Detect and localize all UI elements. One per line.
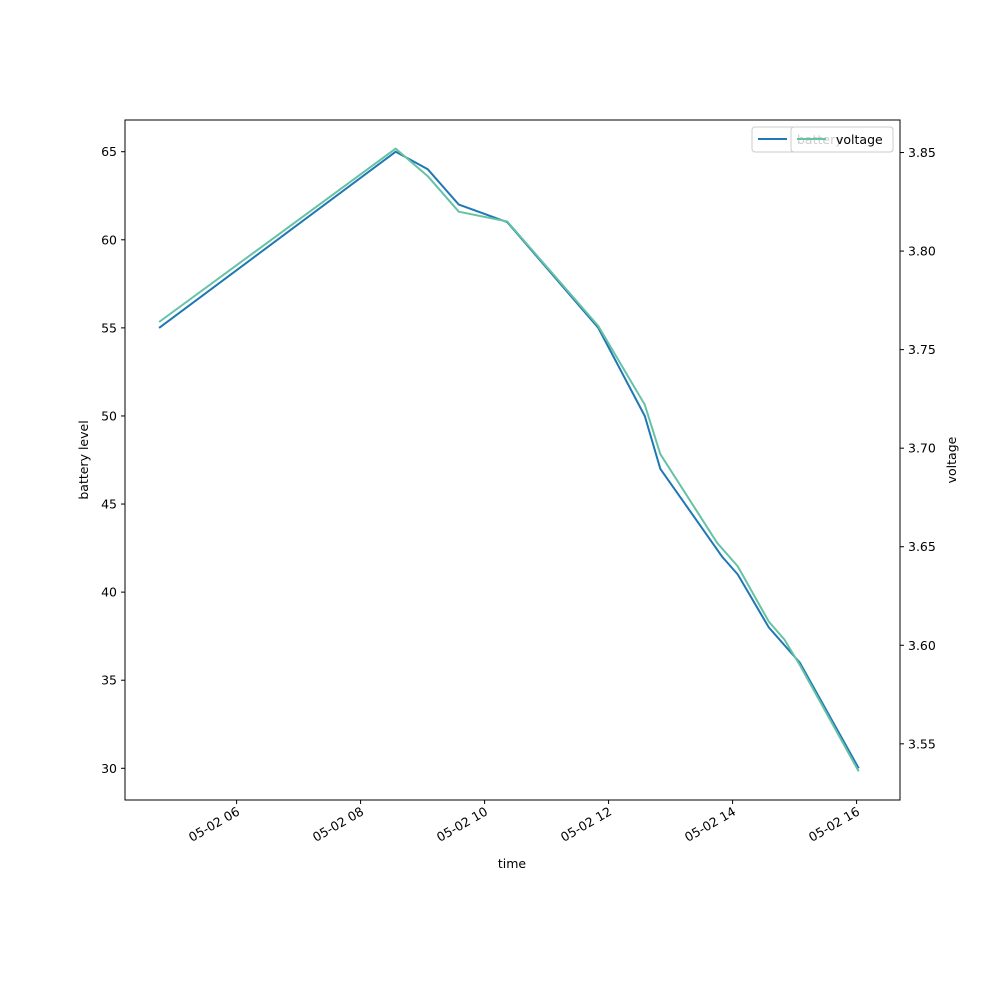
legend-layer: batteryvoltage bbox=[751, 126, 894, 153]
series-layer bbox=[158, 147, 860, 772]
legend-right-axis: voltage bbox=[790, 126, 894, 153]
left-y-tick-label: 60 bbox=[101, 232, 117, 247]
right-y-tick-label: 3.65 bbox=[908, 539, 936, 554]
left-y-tick-label: 30 bbox=[101, 761, 117, 776]
right-y-axis-label: voltage bbox=[944, 436, 959, 483]
x-axis-label: time bbox=[498, 856, 527, 871]
right-y-tick-label: 3.80 bbox=[908, 244, 936, 259]
left-y-tick-label: 65 bbox=[101, 144, 117, 159]
left-y-tick-label: 35 bbox=[101, 673, 117, 688]
right-y-tick-label: 3.60 bbox=[908, 638, 936, 653]
left-y-axis-label: battery level bbox=[76, 420, 91, 499]
left-y-tick-label: 40 bbox=[101, 585, 117, 600]
right-y-tick-label: 3.75 bbox=[908, 342, 936, 357]
legend-box bbox=[790, 126, 894, 153]
right-y-axis: 3.55 3.60 3.65 3.70 3.75 3.80 3.85 bbox=[900, 145, 936, 751]
right-y-tick-label: 3.85 bbox=[908, 145, 936, 160]
plot-frame bbox=[124, 119, 901, 801]
left-y-axis: 30 35 40 45 50 55 60 65 bbox=[101, 144, 125, 776]
series-line-voltage bbox=[158, 147, 860, 772]
right-y-tick-label: 3.55 bbox=[908, 736, 936, 751]
left-y-tick-label: 50 bbox=[101, 408, 117, 423]
right-y-tick-label: 3.70 bbox=[908, 441, 936, 456]
left-y-tick-label: 55 bbox=[101, 320, 117, 335]
legend-label: voltage bbox=[836, 132, 883, 147]
left-y-tick-label: 45 bbox=[101, 497, 117, 512]
series-line-battery bbox=[158, 150, 860, 769]
